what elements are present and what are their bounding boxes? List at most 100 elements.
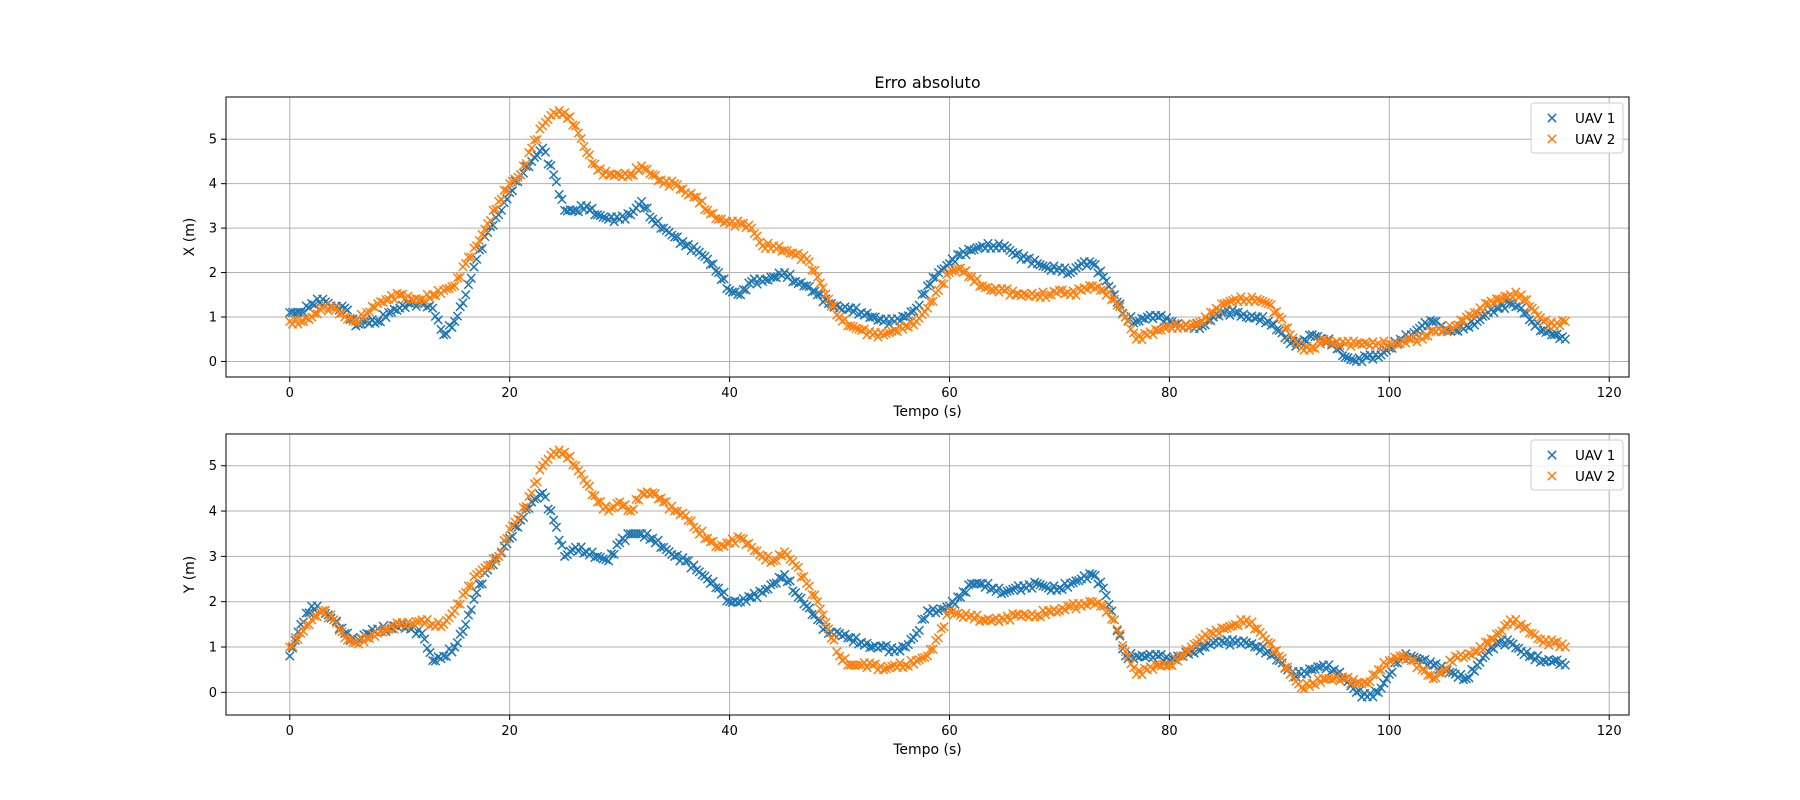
bottom-series-0-sample-31-3: [634, 528, 644, 539]
top-series-1-sample-19-1: [496, 194, 507, 204]
top-series-0-sample-24-3: [557, 194, 567, 205]
bottom-series-1-point-102: [1406, 655, 1417, 666]
top-series-1-sample-27-2: [587, 158, 597, 169]
bottom-series-0-sample-88-3: [1260, 648, 1271, 658]
top-series-0-sample-56-2: [906, 307, 916, 317]
top-series-1-sample-68-2: [1038, 287, 1048, 297]
bottom-series-0-sample-74-3: [1106, 606, 1117, 616]
top-title: Erro absoluto: [874, 73, 980, 92]
top-series-1-sample-12-1: [419, 295, 430, 306]
bottom-series-1-sample-54-3: [887, 661, 897, 671]
top-series-1-point-116: [1560, 316, 1570, 327]
top-series-0-point-48: [812, 290, 823, 300]
bottom-series-1-sample-16-2: [466, 581, 476, 591]
bottom-series-1-sample-7-1: [364, 633, 375, 644]
top-series-0-point-104: [1428, 316, 1439, 327]
top-series-0-sample-9-2: [389, 304, 399, 315]
top-series-1-point-1: [296, 316, 306, 327]
top-series-0-sample-76-3: [1128, 318, 1139, 328]
top-series-1-sample-83-2: [1203, 314, 1213, 325]
bottom-series-0-sample-26-3: [579, 548, 589, 558]
bottom-series-1-point-18: [482, 560, 493, 571]
top-series-0-sample-93-1: [1310, 331, 1320, 342]
top-series-0-sample-32-1: [639, 203, 650, 213]
bottom-series-1-point-54: [878, 664, 889, 675]
top-series-1-sample-26-1: [573, 128, 584, 138]
top-series-1-sample-0-2: [290, 314, 301, 324]
bottom-series-1-sample-47-3: [810, 590, 820, 600]
top-series-1-sample-53-2: [873, 332, 883, 342]
bottom-series-1-sample-106-3: [1458, 652, 1469, 663]
top-series-1-sample-85-2: [1225, 296, 1235, 306]
bottom-series-0-sample-65-1: [1002, 586, 1012, 597]
top-series-1-sample-51-2: [851, 323, 861, 334]
top-ytick-label-0: 0: [209, 355, 217, 370]
bottom-series-1-sample-105-1: [1442, 664, 1452, 674]
bottom-series-1-point-98: [1362, 678, 1373, 689]
top-series-1-sample-107-1: [1464, 309, 1474, 320]
top-series-0-point-116: [1560, 334, 1570, 344]
bottom-series-0-sample-108-3: [1480, 650, 1491, 661]
bottom-series-0-sample-87-1: [1244, 640, 1254, 650]
top-series-0-point-16: [460, 290, 471, 300]
top-series-0-sample-53-2: [873, 315, 883, 325]
top-series-0-sample-38-2: [708, 259, 718, 269]
top-series-1-sample-88-1: [1255, 295, 1265, 305]
bottom-legend-marker-0: [1547, 450, 1557, 460]
bottom-series-1-point-35: [669, 506, 680, 516]
bottom-series-1-sample-83-3: [1205, 627, 1216, 637]
top-series-0-sample-35-3: [678, 236, 688, 247]
top-series-0-sample-29-2: [609, 216, 619, 227]
bottom-series-0-sample-15-1: [452, 637, 463, 648]
bottom-series-0-sample-64-3: [996, 589, 1007, 599]
bottom-series-1-sample-0-1: [287, 641, 298, 652]
top-series-0-sample-68-3: [1040, 262, 1051, 272]
top-series-0-sample-33-2: [653, 216, 663, 227]
top-series-1-sample-22-1: [529, 135, 540, 145]
top-series-1-sample-13-1: [430, 290, 441, 301]
bottom-series-0-sample-55-3: [898, 641, 908, 652]
bottom-series-0-sample-86-3: [1238, 636, 1249, 646]
bottom-series-1-point-100: [1384, 655, 1395, 666]
bottom-series-1-point-50: [834, 651, 845, 661]
top-series-1-sample-25-3: [568, 120, 578, 130]
top-series-0-point-68: [1032, 258, 1043, 269]
bottom-series-1-point-101: [1395, 651, 1406, 661]
top-series-0-sample-92-3: [1304, 330, 1315, 340]
bottom-series-1-sample-59-3: [942, 610, 952, 620]
bottom-series-0-sample-24-1: [551, 522, 562, 533]
bottom-series-1-sample-62-1: [969, 614, 979, 624]
bottom-series-0-sample-104-1: [1431, 659, 1441, 669]
bottom-series-1-sample-58-1: [925, 644, 935, 655]
top-series-1-point-42: [746, 223, 757, 233]
bottom-series-1-sample-81-3: [1183, 646, 1194, 657]
top-series-0-sample-79-1: [1156, 310, 1166, 321]
top-series-0-point-86: [1230, 307, 1241, 318]
bottom-series-1-sample-114-2: [1543, 640, 1554, 650]
bottom-series-1-sample-57-3: [920, 652, 930, 663]
bottom-series-0-sample-84-3: [1216, 636, 1227, 646]
top-series-1-sample-51-1: [848, 321, 859, 332]
bottom-series-0-point-83: [1197, 642, 1208, 652]
top-series-1-point-16: [460, 258, 471, 269]
bottom-series-0-point-109: [1483, 646, 1493, 657]
bottom-series-1-sample-76-3: [1128, 662, 1139, 673]
top-series-1-point-22: [526, 143, 537, 153]
bottom-series-1-sample-112-3: [1524, 628, 1535, 638]
bottom-series-1-sample-48-1: [815, 604, 826, 614]
bottom-xtick-label-5: 100: [1377, 724, 1402, 739]
bottom-series-0-sample-41-3: [744, 591, 754, 602]
bottom-series-1-sample-54-2: [884, 662, 894, 673]
bottom-series-1-sample-58-2: [928, 644, 938, 654]
top-series-1-sample-89-3: [1271, 306, 1282, 317]
top-series-1-sample-24-2: [554, 105, 564, 116]
top-series-1-sample-47-1: [804, 256, 815, 267]
bottom-series-0-sample-63-3: [985, 584, 996, 595]
bottom-series-1-point-76: [1120, 646, 1131, 657]
top-series-1-sample-47-3: [810, 265, 820, 276]
top-series-1-sample-90-1: [1277, 314, 1287, 324]
bottom-series-1-sample-104-2: [1434, 668, 1444, 678]
top-plot: 0 20 40 60 80 100 120 0 1 2 3 4 5 Tempo (s) X (m) Erro …: [182, 73, 1630, 420]
top-series-0-sample-47-2: [807, 287, 817, 297]
